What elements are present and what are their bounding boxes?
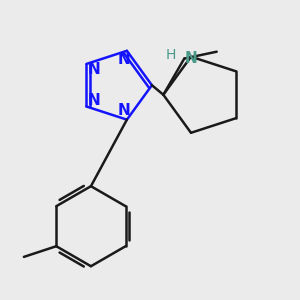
Text: N: N — [88, 93, 100, 108]
Text: H: H — [166, 49, 176, 62]
Text: N: N — [118, 52, 130, 68]
Text: N: N — [118, 103, 130, 118]
Text: N: N — [184, 51, 197, 66]
Text: N: N — [88, 62, 100, 77]
